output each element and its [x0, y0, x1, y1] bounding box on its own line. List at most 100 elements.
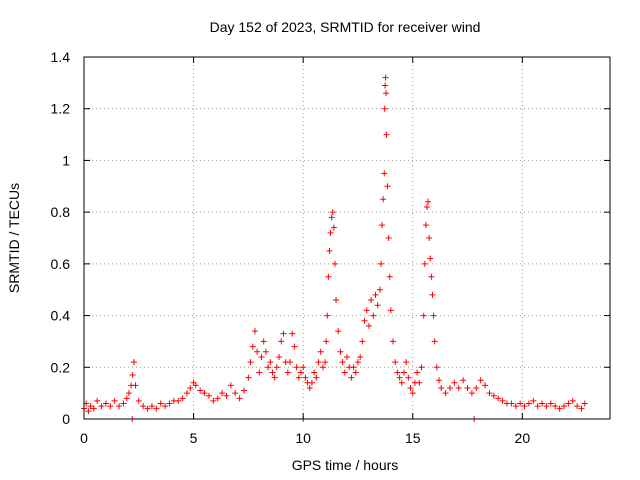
data-point [280, 330, 287, 337]
data-point [376, 286, 383, 293]
data-point [547, 400, 554, 407]
data-point [315, 359, 322, 366]
data-point [396, 374, 403, 381]
data-points [81, 74, 588, 422]
data-point [464, 384, 471, 391]
data-point [433, 364, 440, 371]
data-point [223, 392, 230, 399]
data-point [403, 359, 410, 366]
data-point [422, 222, 429, 229]
data-point [473, 384, 480, 391]
data-point [265, 364, 272, 371]
data-point [379, 222, 386, 229]
data-point [322, 359, 329, 366]
data-point [381, 170, 388, 177]
data-point [380, 196, 387, 203]
data-point [273, 364, 280, 371]
data-point [565, 400, 572, 407]
data-point [201, 390, 208, 397]
data-point [460, 377, 467, 384]
data-point [429, 291, 436, 298]
data-point [354, 359, 361, 366]
data-point [335, 328, 342, 335]
data-point [323, 338, 330, 345]
data-point [560, 403, 567, 410]
data-point [291, 343, 298, 350]
data-point [339, 359, 346, 366]
data-point [486, 390, 493, 397]
data-point [539, 400, 546, 407]
data-point [297, 369, 304, 376]
data-point [363, 307, 370, 314]
data-point [324, 312, 331, 319]
y-axis-label: SRMTID / TECUs [6, 183, 22, 293]
data-point [341, 369, 348, 376]
data-point [317, 348, 324, 355]
data-point [271, 374, 278, 381]
data-point [420, 312, 427, 319]
data-point [327, 229, 334, 236]
data-point [365, 322, 372, 329]
data-point [111, 397, 118, 404]
data-point [329, 209, 336, 216]
data-point [387, 307, 394, 314]
data-point [372, 291, 379, 298]
data-point [90, 405, 97, 412]
data-point [534, 403, 541, 410]
data-point [430, 312, 437, 319]
data-point [162, 403, 169, 410]
data-point [240, 387, 247, 394]
data-point [405, 374, 412, 381]
data-point [431, 338, 438, 345]
data-point [94, 397, 101, 404]
y-tick-label: 1.2 [51, 101, 71, 117]
data-point [129, 372, 136, 379]
data-point [330, 224, 337, 231]
data-point [120, 400, 127, 407]
data-point [482, 382, 489, 389]
data-point [569, 397, 576, 404]
data-point [543, 403, 550, 410]
data-point [166, 400, 173, 407]
x-axis-label: GPS time / hours [292, 457, 399, 473]
data-point [407, 384, 414, 391]
data-point [245, 374, 252, 381]
data-point [377, 260, 384, 267]
data-point [556, 405, 563, 412]
data-point [326, 247, 333, 254]
x-tick-label: 0 [80, 430, 88, 446]
data-point [287, 359, 294, 366]
data-point [455, 384, 462, 391]
y-tick-label: 0.4 [51, 308, 71, 324]
data-point [107, 403, 114, 410]
data-point [267, 359, 274, 366]
data-point [132, 382, 139, 389]
data-point [210, 397, 217, 404]
data-point [344, 353, 350, 360]
data-point [423, 203, 430, 210]
data-point [398, 379, 405, 386]
y-tick-label: 1 [62, 152, 70, 168]
data-point [438, 384, 445, 391]
data-point [289, 330, 296, 337]
data-point [552, 403, 559, 410]
data-point [525, 400, 532, 407]
data-point [192, 382, 199, 389]
data-point [187, 384, 194, 391]
data-point [370, 312, 377, 319]
data-point [300, 364, 307, 371]
data-point [144, 405, 151, 412]
data-point [578, 405, 585, 412]
data-point [468, 390, 475, 397]
data-point [148, 403, 155, 410]
data-point [499, 397, 506, 404]
y-tick-label: 0.2 [51, 359, 71, 375]
data-point [382, 74, 389, 81]
data-point [421, 260, 428, 267]
data-point [219, 390, 226, 397]
data-point [418, 364, 425, 371]
data-point [451, 379, 458, 386]
data-point [295, 374, 302, 381]
data-point [337, 348, 344, 355]
